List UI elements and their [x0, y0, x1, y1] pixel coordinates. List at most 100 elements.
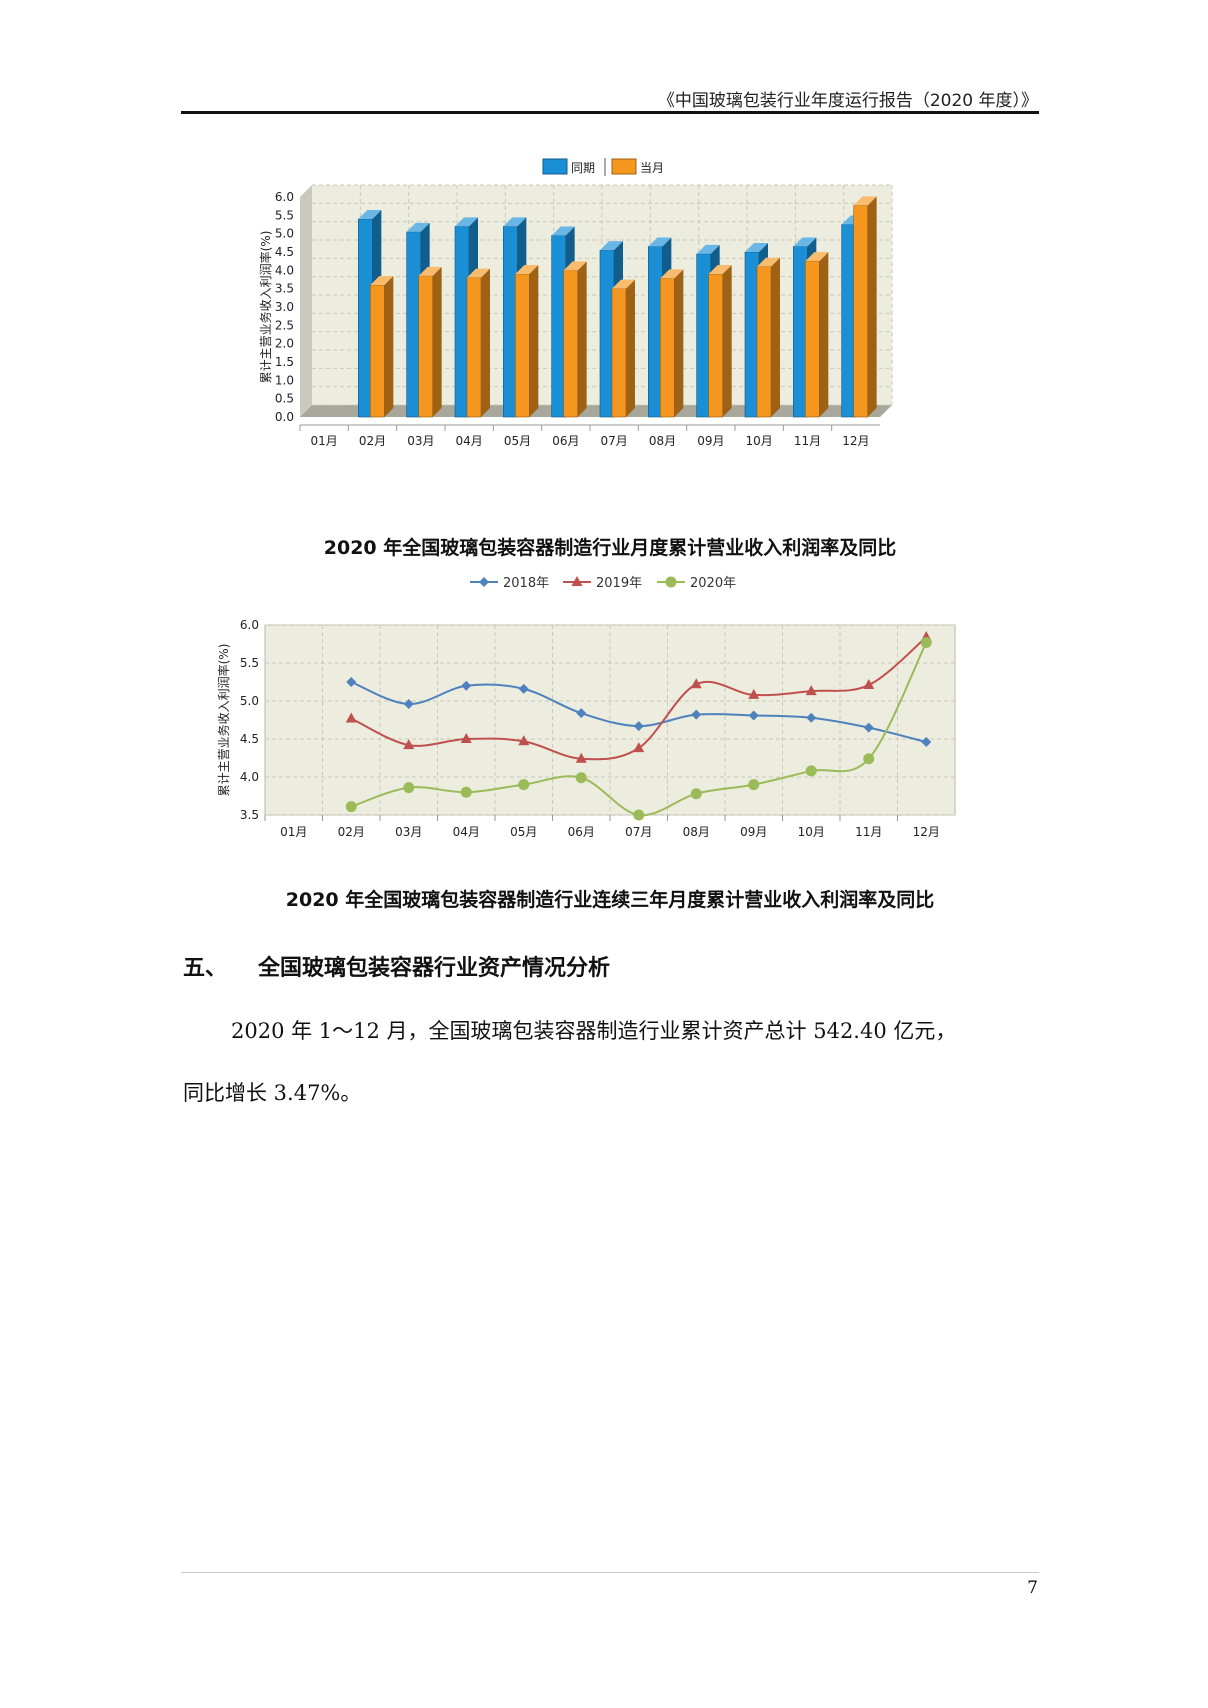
x-tick-label: 08月 — [649, 434, 676, 448]
point-2020年-06月 — [575, 772, 587, 784]
legend-label: 同期 — [571, 161, 595, 175]
bar-current-11 — [805, 252, 829, 418]
point-2018年-10月 — [806, 712, 817, 723]
point-2018年-04月 — [461, 680, 472, 691]
bar-current-12-top — [853, 196, 877, 206]
y-tick-label: 2.0 — [275, 337, 294, 351]
bar-current-9-side — [722, 265, 732, 417]
x-tick-label: 06月 — [552, 434, 579, 448]
x-tick-label: 11月 — [794, 434, 821, 448]
legend-label: 2019年 — [596, 576, 642, 591]
legend-swatch — [611, 158, 637, 175]
bar-current-11-top — [805, 252, 829, 262]
bar-chart-caption: 2020 年全国玻璃包装容器制造行业月度累计营业收入利润率及同比 — [323, 537, 897, 559]
x-tick-label: 10月 — [746, 434, 773, 448]
y-tick-label: 1.5 — [275, 355, 294, 369]
y-tick-label: 4.5 — [240, 732, 259, 746]
point-2020年-02月 — [345, 801, 357, 813]
x-tick-label: 06月 — [568, 825, 595, 839]
point-2020年-08月 — [690, 788, 702, 800]
bar-current-5 — [515, 265, 539, 418]
point-2020年-12月 — [920, 636, 932, 648]
x-tick-label: 04月 — [456, 434, 483, 448]
bar-current-12-side — [867, 196, 877, 417]
x-tick-label: 10月 — [798, 825, 825, 839]
y-tick-label: 0.5 — [275, 392, 294, 406]
point-2018年-07月 — [633, 721, 644, 732]
page-number: 7 — [1027, 1578, 1038, 1598]
bar-current-6-front — [563, 270, 578, 418]
legend-label: 2020年 — [690, 576, 736, 591]
point-2019年-09月 — [748, 688, 760, 699]
bar-prior-10-top — [745, 243, 768, 252]
x-tick-label: 07月 — [601, 434, 628, 448]
bar-current-2-front — [370, 284, 385, 418]
y-tick-label: 1.0 — [275, 373, 294, 387]
x-tick-label: 07月 — [625, 825, 652, 839]
bar-prior-9-top — [696, 244, 720, 254]
point-2019年-10月 — [805, 685, 817, 696]
y-tick-label: 4.0 — [275, 263, 294, 277]
bar-current-10-top — [757, 257, 780, 267]
bar-current-8-top — [660, 269, 684, 279]
bar-current-5-top — [515, 265, 539, 274]
point-2020年-10月 — [805, 765, 817, 777]
y-tick-label: 5.5 — [275, 208, 294, 222]
bar-current-7-top — [612, 279, 635, 289]
section-number: 五、 — [183, 956, 228, 981]
bar-current-5-front — [515, 273, 530, 418]
point-2019年-11月 — [863, 679, 875, 690]
bar-prior-4-top — [455, 217, 478, 227]
y-tick-label: 6.0 — [240, 618, 259, 632]
bar-current-2-top — [370, 276, 394, 285]
y-tick-label: 4.0 — [240, 770, 259, 784]
body-paragraph: 2020 年 1～12 月，全国玻璃包装容器制造行业累计资产总计 542.40 … — [183, 1000, 1039, 1124]
bar-current-12-front — [853, 205, 868, 418]
bar-current-7 — [611, 279, 635, 418]
point-2019年-05月 — [518, 735, 530, 746]
line-chart-caption: 2020 年全国玻璃包装容器制造行业连续三年月度累计营业收入利润率及同比 — [285, 889, 935, 911]
point-2020年-03月 — [403, 782, 415, 794]
y-tick-label: 5.5 — [240, 656, 259, 670]
bar-current-9 — [708, 265, 732, 418]
bar-current-12 — [853, 196, 877, 418]
bar-current-5-side — [529, 265, 539, 417]
x-tick-label: 01月 — [280, 825, 307, 839]
x-tick-label: 12月 — [913, 825, 940, 839]
plot-floor — [300, 405, 892, 417]
legend-swatch — [542, 158, 568, 175]
series-line-2019年 — [350, 636, 927, 761]
bar-current-8-front — [660, 278, 675, 418]
bar-current-3 — [418, 266, 442, 418]
bar-current-6-top — [563, 261, 587, 271]
point-2019年-03月 — [403, 739, 415, 750]
point-2020年-09月 — [748, 779, 760, 791]
bar-current-7-front — [611, 288, 627, 418]
bar-prior-8-top — [648, 237, 672, 247]
point-2020年-04月 — [460, 786, 472, 798]
point-2019年-04月 — [460, 733, 472, 743]
bar-current-11-front — [805, 260, 820, 418]
bar-current-11-side — [819, 252, 829, 417]
x-tick-label: 05月 — [510, 825, 537, 839]
legend-marker — [571, 576, 583, 586]
bar-current-9-front — [708, 273, 723, 418]
point-2018年-12月 — [921, 737, 932, 748]
y-tick-label: 0.0 — [275, 410, 294, 424]
x-tick-label: 03月 — [407, 434, 434, 448]
header-rule — [181, 111, 1039, 114]
bar-prior-5-top — [503, 217, 527, 227]
paragraph-line-1: 2020 年 1～12 月，全国玻璃包装容器制造行业累计资产总计 542.40 … — [231, 1019, 957, 1043]
y-axis-label: 累计主营业务收入利润率(%) — [258, 231, 273, 384]
legend-label: 2018年 — [503, 576, 549, 591]
bar-current-9-top — [708, 265, 732, 274]
point-2018年-05月 — [518, 683, 529, 694]
point-2019年-06月 — [575, 752, 587, 763]
bar-prior-7-top — [600, 241, 623, 251]
bar-current-10 — [756, 257, 780, 418]
x-tick-label: 04月 — [453, 825, 480, 839]
bar-prior-11-top — [793, 237, 817, 247]
x-tick-label: 08月 — [683, 825, 710, 839]
bar-current-10-side — [771, 257, 780, 417]
section-heading: 五、 全国玻璃包装容器行业资产情况分析 — [183, 950, 610, 982]
